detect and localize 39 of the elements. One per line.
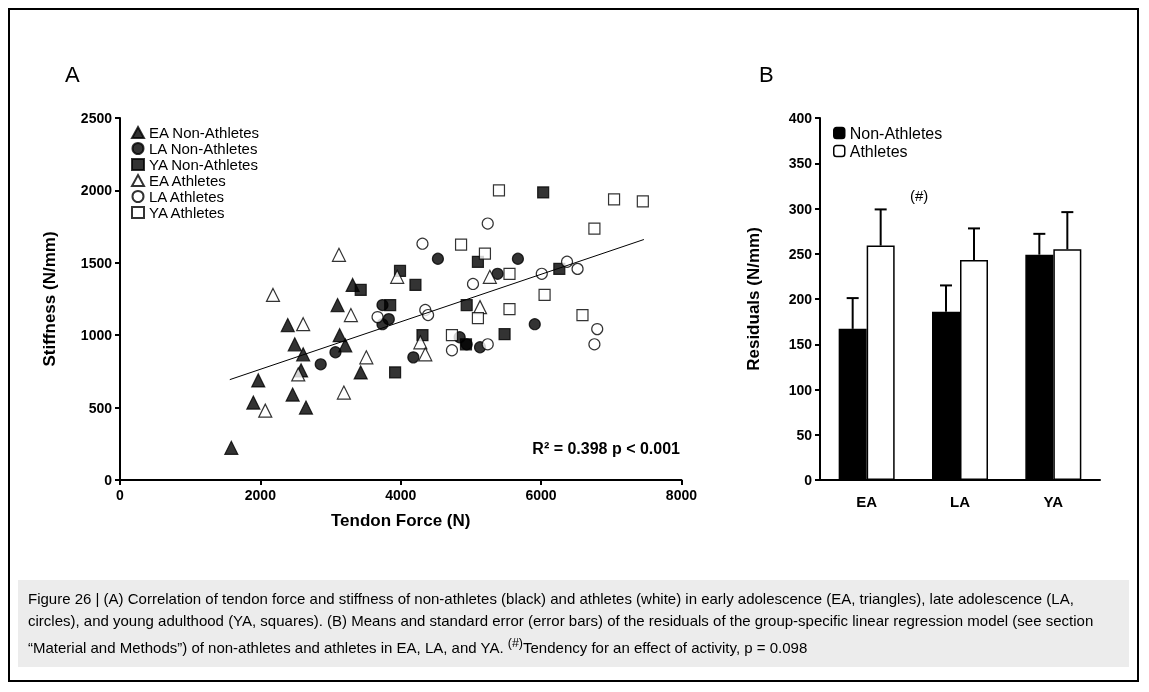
y-tick-label: 1500 bbox=[80, 254, 113, 271]
chart-title: B bbox=[759, 61, 774, 87]
annotation: (#) bbox=[910, 187, 929, 204]
legend-label: LA Athletes bbox=[149, 188, 225, 205]
x-tick-label: YA bbox=[1043, 493, 1064, 510]
y-tick-label: 1000 bbox=[80, 327, 113, 344]
legend-label: Non-Athletes bbox=[849, 124, 943, 142]
y-tick-label: 50 bbox=[796, 426, 813, 443]
x-tick-label: 4000 bbox=[385, 487, 417, 503]
y-axis-title: Residuals (N/mm) bbox=[744, 227, 763, 371]
legend-label: EA Athletes bbox=[149, 172, 226, 189]
y-tick-label: 400 bbox=[788, 110, 813, 126]
x-axis-title: Tendon Force (N) bbox=[330, 511, 471, 530]
annotation: R² = 0.398 p < 0.001 bbox=[532, 439, 681, 457]
x-tick-label: 0 bbox=[116, 487, 125, 503]
y-tick-label: 2000 bbox=[80, 182, 113, 199]
x-tick-label: 8000 bbox=[665, 487, 698, 503]
y-tick-label: 2500 bbox=[80, 110, 113, 126]
y-tick-label: 350 bbox=[788, 155, 813, 172]
y-tick-label: 500 bbox=[88, 399, 113, 416]
y-tick-label: 0 bbox=[804, 472, 813, 488]
y-axis-title: Stiffness (N/mm) bbox=[40, 231, 59, 367]
y-tick-label: 300 bbox=[788, 200, 813, 217]
y-tick-label: 250 bbox=[788, 245, 813, 262]
x-tick-label: 2000 bbox=[244, 487, 277, 503]
legend-label: LA Non-Athletes bbox=[149, 140, 258, 157]
y-tick-label: 0 bbox=[104, 472, 113, 488]
x-tick-label: EA bbox=[856, 493, 878, 510]
legend-label: YA Non-Athletes bbox=[149, 156, 258, 173]
chart-title: A bbox=[65, 61, 80, 87]
caption: Figure 26 | (A) Correlation of tendon force and stiffness of non-athletes (black) and athletes (white) in early adolescence (EA, triangles), late adolescence (LA, circles), and young adulthood (YA, squares). (B) Means and standard error (error bars) of the residuals of the group-specific linear regression model (see section “Material and Methods”) of non-athletes and athletes in EA, LA, and YA. $^{(#)}$Tendency for an effect of activity, p = 0.098 bbox=[18, 580, 1129, 667]
y-tick-label: 100 bbox=[788, 381, 813, 398]
y-tick-label: 150 bbox=[788, 336, 813, 353]
legend-label: EA Non-Athletes bbox=[149, 124, 260, 141]
legend-label: YA Athletes bbox=[149, 204, 225, 221]
x-tick-label: 6000 bbox=[525, 487, 557, 503]
legend-label: Athletes bbox=[849, 142, 908, 160]
x-tick-label: LA bbox=[950, 493, 971, 510]
y-tick-label: 200 bbox=[788, 291, 813, 307]
